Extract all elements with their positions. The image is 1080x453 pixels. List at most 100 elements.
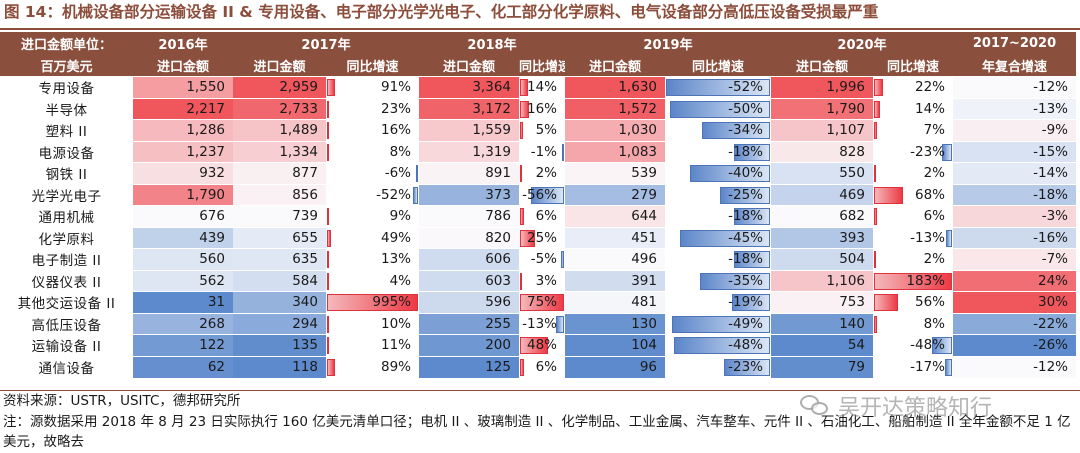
growth-bar-negative — [680, 229, 770, 247]
growth-bar-positive — [520, 208, 524, 225]
col-header-cagr: 年复合增速 — [953, 54, 1076, 77]
growth-bar-positive — [520, 122, 523, 139]
amount-cell: 3,364 — [419, 76, 519, 98]
growth-bar-negative — [700, 272, 770, 290]
growth-value: -18% — [728, 143, 763, 160]
growth-value: 68% — [914, 186, 945, 203]
growth-cell: -25% — [665, 183, 771, 206]
growth-bar-negative — [674, 337, 770, 354]
growth-bar-negative — [556, 315, 564, 333]
year-header-2019: 2019年 — [565, 32, 771, 54]
growth-value: 13% — [380, 251, 411, 268]
growth-cell: 6% — [873, 205, 953, 227]
cagr-cell: -14% — [953, 162, 1076, 184]
amount-cell: 268 — [133, 312, 233, 335]
note-text: 注：源数据采用 2018 年 8 月 23 日实际执行 160 亿美元清单口径；… — [3, 414, 1071, 450]
growth-bar-positive — [327, 208, 329, 225]
growth-bar-positive — [874, 272, 952, 290]
cagr-cell: 24% — [953, 269, 1076, 292]
growth-cell: -13% — [519, 312, 565, 335]
growth-bar-positive — [520, 165, 522, 182]
growth-value: 9% — [389, 208, 411, 225]
row-label: 化学原料 — [0, 226, 133, 249]
growth-bar-negative — [531, 186, 564, 204]
amount-cell: 1,106 — [771, 269, 873, 292]
amount-cell: 1,286 — [133, 119, 233, 141]
growth-bar-negative — [702, 122, 770, 139]
wechat-icon — [800, 395, 830, 417]
year-header-cagr: 2017~2020 — [953, 32, 1076, 54]
growth-cell: -18% — [665, 248, 771, 270]
amount-cell: 828 — [771, 140, 873, 163]
growth-bar-positive — [520, 229, 535, 247]
cagr-cell: -12% — [953, 355, 1076, 378]
cagr-cell: -15% — [953, 140, 1076, 163]
col-header-amount: 进口金额 — [133, 54, 233, 77]
growth-value: 4% — [389, 272, 411, 289]
growth-bar-negative — [932, 337, 952, 354]
growth-cell: 4% — [326, 269, 419, 292]
growth-bar-positive — [327, 294, 418, 311]
amount-cell: 1,237 — [133, 140, 233, 163]
amount-cell: 54 — [771, 334, 873, 356]
row-label: 运输设备 II — [0, 334, 133, 356]
amount-cell: 1,572 — [565, 97, 665, 120]
growth-bar-negative — [946, 229, 952, 247]
growth-value: 7% — [923, 122, 945, 139]
amount-cell: 1,790 — [133, 183, 233, 206]
growth-bar-negative — [672, 315, 770, 333]
growth-bar-positive — [327, 251, 329, 268]
growth-value: 23% — [380, 100, 411, 117]
header-row-metrics: 百万美元 进口金额 进口金额 同比增速 进口金额 同比增速 进口金额 同比增速 … — [0, 54, 1076, 77]
growth-bar-positive — [520, 100, 529, 118]
cagr-cell: -7% — [953, 248, 1076, 270]
amount-cell: 562 — [133, 269, 233, 292]
growth-cell: 2% — [519, 162, 565, 184]
growth-value: -34% — [728, 122, 763, 139]
growth-value: 8% — [389, 143, 411, 160]
amount-cell: 1,550 — [133, 76, 233, 98]
cagr-cell: -13% — [953, 97, 1076, 120]
table-row: 电源设备 1,237 1,334 8% 1,319 -1% 1,083 -18% 828 -23%… — [0, 140, 1076, 163]
growth-value: 2% — [535, 165, 557, 182]
table-row: 通信设备 62 118 89% 125 6% 96 -23% 79 -17% -12% — [0, 355, 1076, 378]
growth-bar-positive — [874, 79, 883, 96]
growth-cell: -23% — [665, 355, 771, 378]
growth-value: 56% — [914, 294, 945, 311]
growth-value: -52% — [376, 186, 411, 203]
growth-bar-positive — [520, 79, 528, 96]
watermark-text: 吴开达策略知行 — [838, 396, 993, 421]
growth-value: 16% — [526, 100, 557, 117]
amount-cell: 122 — [133, 334, 233, 356]
year-header-2020: 2020年 — [771, 32, 953, 54]
amount-cell: 753 — [771, 291, 873, 313]
amount-cell: 606 — [419, 248, 519, 270]
growth-value: 6% — [535, 359, 557, 375]
growth-bar-negative — [945, 358, 952, 376]
table-row: 运输设备 II 122 135 11% 200 48% 104 -48% 54 -48% -26% — [0, 334, 1076, 356]
growth-cell: -48% — [665, 334, 771, 356]
growth-bar-positive — [874, 294, 898, 311]
growth-cell: 183% — [873, 269, 953, 292]
growth-cell: -13% — [873, 226, 953, 249]
row-label: 其他交运设备 II — [0, 291, 133, 313]
growth-cell: -56% — [519, 183, 565, 206]
growth-value: 75% — [526, 294, 557, 311]
year-header-2016: 2016年 — [133, 32, 233, 54]
growth-cell: -49% — [665, 312, 771, 335]
amount-cell: 603 — [419, 269, 519, 292]
growth-cell: 56% — [873, 291, 953, 313]
amount-cell: 1,107 — [771, 119, 873, 141]
amount-cell: 62 — [133, 355, 233, 378]
amount-cell: 104 — [565, 334, 665, 356]
amount-cell: 1,334 — [233, 140, 326, 163]
growth-value: -25% — [728, 186, 763, 203]
amount-cell: 373 — [419, 183, 519, 206]
growth-bar-positive — [520, 337, 548, 354]
amount-cell: 1,319 — [419, 140, 519, 163]
growth-cell: -34% — [665, 119, 771, 141]
table-row: 化学原料 439 655 49% 820 25% 451 -45% 393 -13% -16% — [0, 226, 1076, 249]
amount-cell: 584 — [233, 269, 326, 292]
growth-value: 14% — [526, 79, 557, 96]
amount-cell: 496 — [565, 248, 665, 270]
